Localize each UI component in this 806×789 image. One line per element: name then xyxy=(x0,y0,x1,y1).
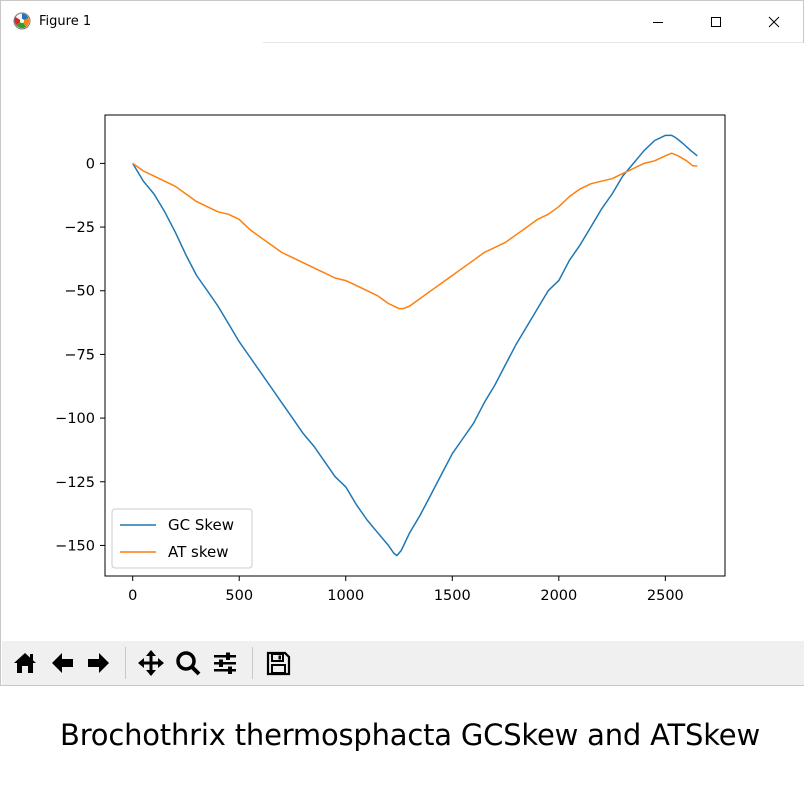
zoom-magnifier-icon xyxy=(176,651,201,676)
window-title: Figure 1 xyxy=(39,14,92,29)
home-icon xyxy=(14,653,36,673)
navigation-toolbar xyxy=(2,641,804,685)
legend-box xyxy=(111,508,253,569)
y-tick-label: −75 xyxy=(64,347,95,363)
toolbar-separator xyxy=(125,647,126,679)
x-tick-label: 1500 xyxy=(434,588,471,604)
series-layer xyxy=(132,134,698,557)
figure-caption: Brochothrix thermosphacta GCSkew and ATS… xyxy=(60,718,760,752)
ticks-layer: 0 500 1000 1500 2000 2500 0 −25 −50 −75 −100 −125 −1… xyxy=(55,156,684,604)
x-tick-label: 2000 xyxy=(540,588,577,604)
save-floppy-icon xyxy=(266,651,291,676)
y-tick-label: −125 xyxy=(55,475,95,491)
figure-canvas[interactable]: 0 500 1000 1500 2000 2500 0 −25 −50 −75 −100 −125 −1… xyxy=(2,43,804,641)
y-tick-label: −50 xyxy=(64,284,95,300)
forward-button[interactable] xyxy=(82,645,116,681)
legend-label: GC Skew xyxy=(168,516,234,534)
minimize-icon xyxy=(653,22,663,23)
x-tick-label: 1000 xyxy=(327,588,364,604)
zoom-button[interactable] xyxy=(171,645,205,681)
save-button[interactable] xyxy=(261,645,295,681)
legend: GC Skew AT skew xyxy=(111,508,253,569)
home-button[interactable] xyxy=(8,645,42,681)
figure-window: Figure 1 0 500 1000 1500 2000 2500 0 −25 −50 −75 −… xyxy=(0,0,804,686)
y-tick-label: −150 xyxy=(55,538,95,554)
title-bar[interactable]: Figure 1 xyxy=(1,1,803,43)
maximize-button[interactable] xyxy=(693,7,739,37)
toolbar-separator xyxy=(252,647,253,679)
close-button[interactable] xyxy=(751,7,797,37)
pan-move-icon xyxy=(138,650,164,676)
pan-button[interactable] xyxy=(134,645,168,681)
chart: 0 500 1000 1500 2000 2500 0 −25 −50 −75 −100 −125 −1… xyxy=(55,114,726,604)
maximize-icon xyxy=(711,17,721,27)
y-tick-label: 0 xyxy=(86,156,95,172)
close-icon xyxy=(768,16,780,28)
x-tick-label: 2500 xyxy=(647,588,684,604)
matplotlib-logo-icon xyxy=(13,12,31,30)
back-arrow-icon xyxy=(52,653,73,673)
legend-label: AT skew xyxy=(168,543,229,561)
minimize-button[interactable] xyxy=(635,7,681,37)
x-tick-label: 0 xyxy=(128,588,137,604)
series-line-gc-skew xyxy=(132,134,698,557)
series-line-at-skew xyxy=(132,152,698,310)
title-separator xyxy=(263,42,803,43)
x-tick-label: 500 xyxy=(225,588,253,604)
back-button[interactable] xyxy=(45,645,79,681)
axes-frame xyxy=(104,114,726,577)
y-tick-label: −25 xyxy=(64,220,95,236)
y-tick-label: −100 xyxy=(55,411,95,427)
forward-arrow-icon xyxy=(88,653,109,673)
configure-subplots-icon xyxy=(214,652,236,674)
configure-subplots-button[interactable] xyxy=(208,645,242,681)
